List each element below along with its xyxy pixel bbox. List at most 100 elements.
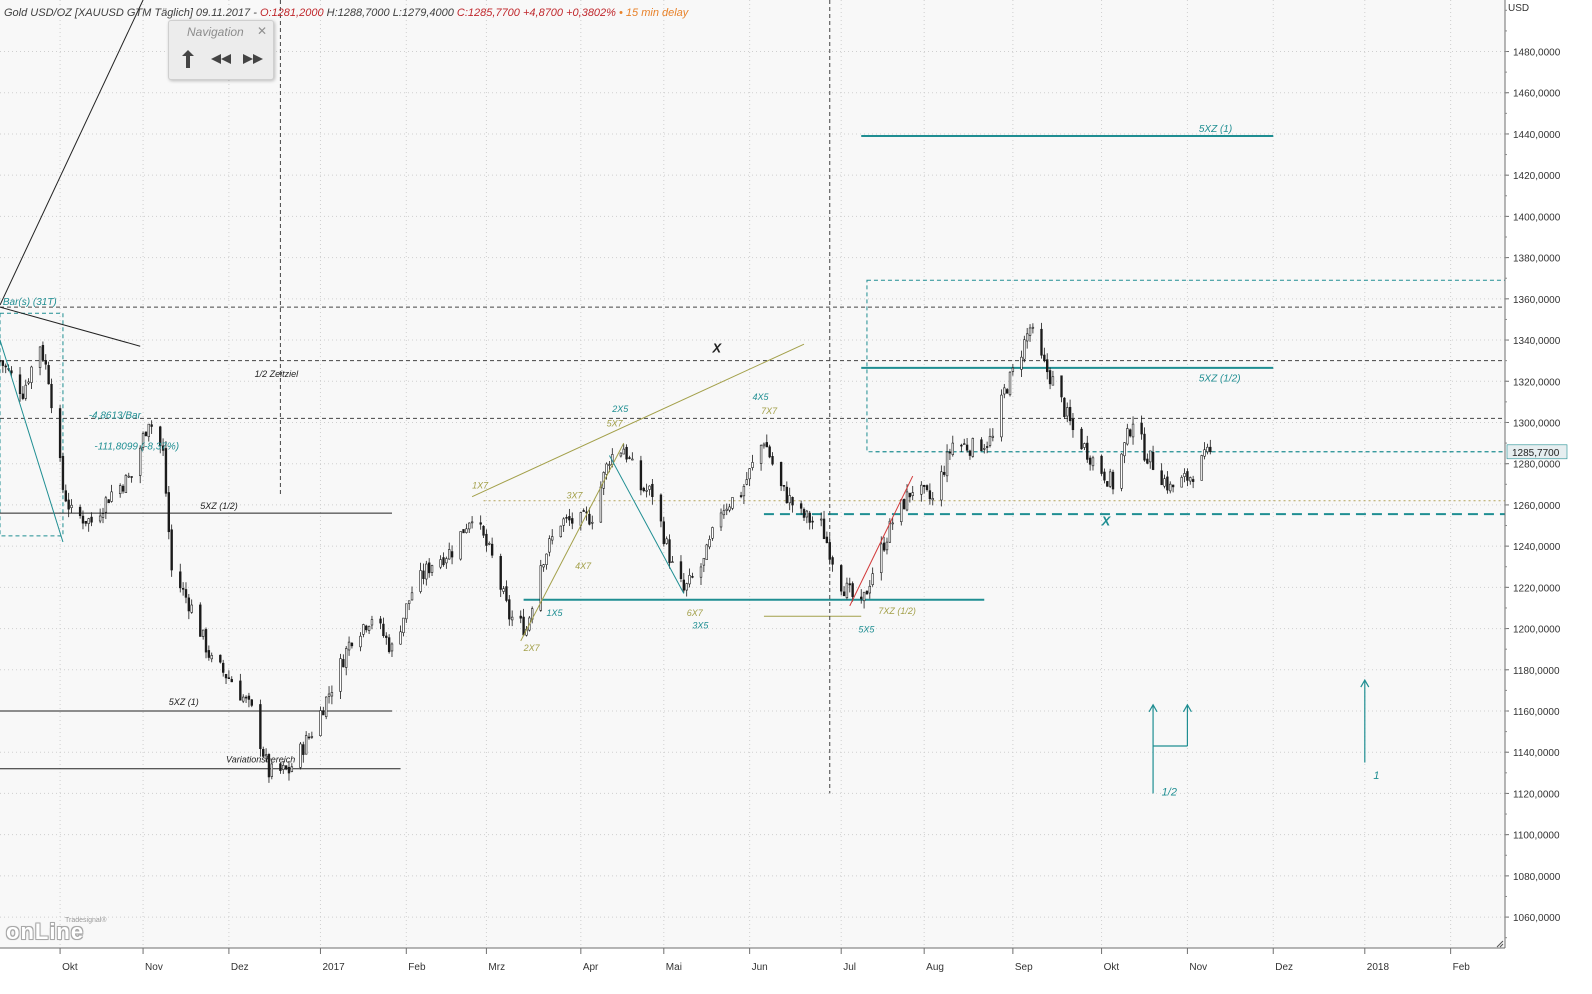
candle-body (0, 360, 2, 362)
candle-body (199, 604, 202, 637)
candle-body (1163, 478, 1166, 487)
candle-body (1071, 418, 1075, 431)
candle-body (290, 766, 294, 772)
candle-body (851, 583, 854, 597)
candle-body (407, 600, 411, 604)
trend-line (0, 0, 144, 306)
candle-body (490, 543, 494, 556)
y-tick-label: 1460,0000 (1513, 89, 1561, 100)
candle-body (1066, 407, 1069, 417)
y-axis: 1060,0000 1080,0000 1100,0000 1120,0000 1140… (1505, 9, 1561, 939)
y-tick-label: 1280,0000 (1513, 460, 1561, 471)
rewind-button[interactable] (207, 47, 235, 71)
candle-body (725, 508, 728, 511)
candle-body (685, 583, 688, 591)
candle-body (840, 565, 843, 592)
candle-body (1083, 443, 1086, 448)
candle-body (110, 491, 113, 502)
y-tick-label: 1480,0000 (1513, 48, 1561, 59)
candle-body (662, 521, 665, 545)
candle-body (1128, 429, 1132, 437)
x-tick-label: Feb (408, 962, 426, 973)
candle-body (422, 570, 425, 579)
header-part-3: C:1285,7700 +4,8700 +0,3802% (457, 7, 616, 19)
candle-body (791, 497, 794, 506)
chart-annotation: 5XZ (1) (1199, 124, 1232, 135)
resize-grip-icon[interactable] (1496, 940, 1504, 948)
candle-body (359, 635, 362, 648)
candle-body (765, 442, 768, 448)
candle-body (1108, 471, 1112, 487)
fast-forward-button[interactable] (239, 47, 267, 71)
x-tick-label: Nov (1189, 962, 1207, 973)
candle-body (247, 695, 251, 700)
candle-body (262, 749, 265, 757)
y-tick-label: 1300,0000 (1513, 418, 1561, 429)
jump-button[interactable] (177, 47, 203, 71)
x-tick-label: Okt (62, 962, 78, 973)
candle-body (90, 516, 93, 523)
candle-body (244, 696, 248, 699)
chart-annotation: 1 (1373, 770, 1379, 782)
candle-body (387, 637, 391, 653)
candle-body (44, 360, 47, 365)
candle-body (30, 366, 33, 383)
candle-body (167, 492, 170, 533)
candle-body (759, 444, 763, 464)
candle-body (905, 491, 909, 511)
candle-body (1131, 423, 1135, 438)
candle-body (825, 536, 829, 544)
candle-body (819, 518, 823, 521)
candle-body (427, 562, 431, 574)
x-tick-label: Jun (752, 962, 768, 973)
candle-body (10, 370, 13, 374)
candle-body (831, 557, 834, 565)
header-part-0: Gold USD/OZ [XAUUSD GTM Täglich] 09.11.2… (4, 7, 260, 19)
candle-body (985, 446, 989, 448)
y-tick-label: 1340,0000 (1513, 336, 1561, 347)
candle-body (931, 498, 934, 501)
arrow-up-icon (1360, 678, 1370, 688)
candle-body (385, 635, 388, 638)
x-tick-label: 2018 (1367, 962, 1390, 973)
chart-annotation: 3X5 (692, 621, 709, 631)
chart-annotation: 1/2 Zeitziel (255, 369, 300, 379)
candle-body (1020, 356, 1023, 370)
header-part-2: H:1288,7000 L:1279,4000 (324, 7, 457, 19)
candle-body (885, 541, 889, 551)
candle-body (1046, 359, 1049, 373)
chart-annotation: 5XZ (1) (169, 697, 199, 707)
candle-body (98, 515, 102, 522)
candle-body (430, 565, 434, 573)
y-tick-label: 1160,0000 (1513, 707, 1560, 718)
candle-body (190, 604, 193, 613)
navigation-title: Navigation (187, 25, 244, 39)
close-icon[interactable]: ✕ (256, 24, 267, 38)
x-tick-label: Dez (231, 962, 249, 973)
candle-body (728, 506, 731, 511)
annotations: 5XZ (1) 5XZ (1/2) X X 1/2 Zeitziel Bar(s) (31… (3, 124, 1380, 799)
trend-line (849, 475, 914, 607)
trend-line (471, 343, 805, 498)
candle-body (771, 456, 774, 465)
trend-line (608, 455, 685, 594)
candle-body (960, 444, 963, 447)
candle-body (342, 659, 345, 668)
candle-body (645, 490, 648, 492)
y-tick-label: 1400,0000 (1513, 212, 1561, 223)
candle-body (84, 520, 88, 524)
candle-body (1063, 397, 1066, 417)
candle-body (147, 423, 150, 437)
candle-body (1126, 428, 1129, 445)
candle-body (991, 435, 995, 438)
candle-body (410, 592, 414, 601)
candle-body (227, 677, 231, 680)
navigation-panel[interactable]: Navigation ✕ (168, 20, 274, 80)
candle-body (731, 497, 734, 509)
candle-body (462, 529, 465, 534)
candle-body (822, 518, 826, 540)
candle-body (1031, 326, 1035, 329)
candle-body (625, 446, 628, 460)
candle-body (207, 650, 211, 658)
